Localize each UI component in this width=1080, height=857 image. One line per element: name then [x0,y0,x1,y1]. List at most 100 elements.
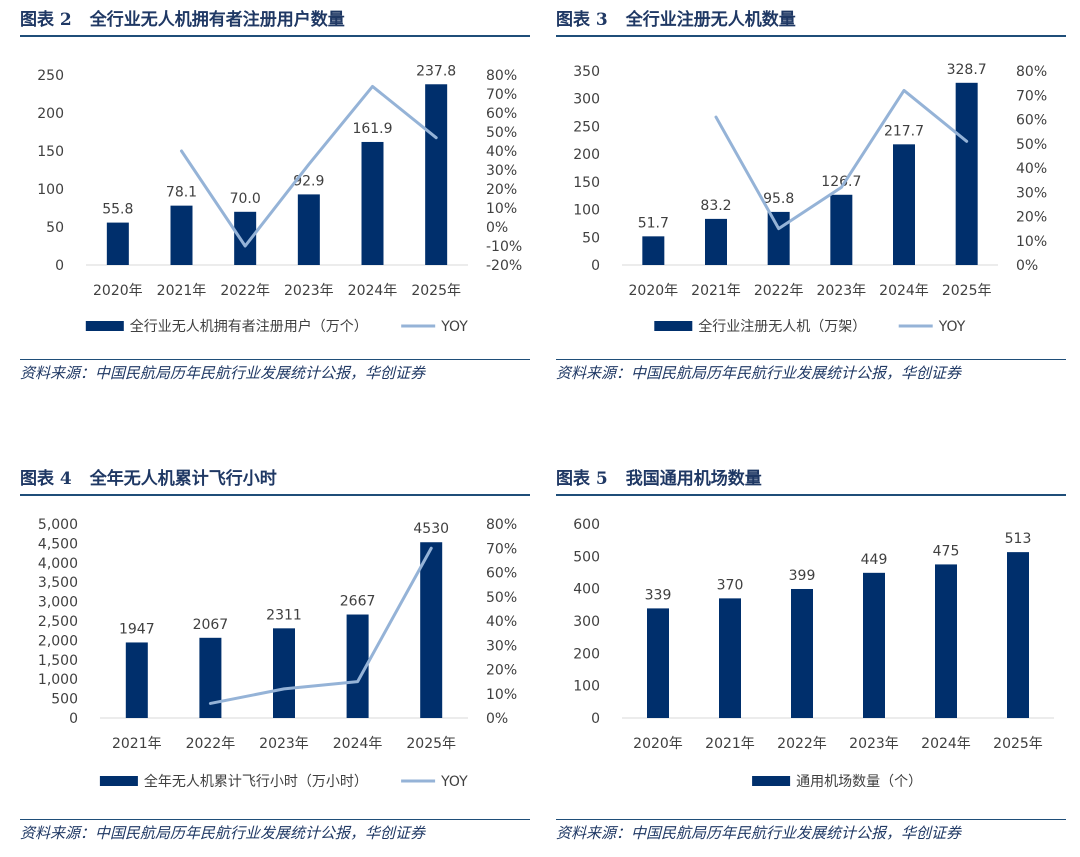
data-label: 55.8 [102,202,133,218]
figure-title-text: 全年无人机累计飞行小时 [89,469,277,489]
x-tick-label: 2023年 [817,283,867,299]
data-label: 449 [861,552,888,568]
chart: 0 50 100 150 200 250 300 350 2020年 2021年 2022年 2023… [573,62,1047,335]
y2-tick-label: 40% [1016,161,1047,177]
x-tick-label: 2024年 [879,283,929,299]
bar [361,141,384,265]
bar [125,642,148,718]
y2-tick-label: 80% [486,517,517,533]
y2-tick-label: 0% [486,711,508,727]
legend-swatch-bar [752,776,791,786]
x-tick-label: 2022年 [777,736,827,752]
y-tick-label: 4,000 [38,556,78,572]
data-label: 2667 [340,594,376,610]
y2-tick-label: 30% [1016,185,1047,201]
y-tick-label: 150 [573,175,600,191]
y-tick-label: 1,500 [38,653,78,669]
bar [647,608,669,718]
y2-tick-label: 30% [486,163,517,179]
chart: 0 50 100 150 200 250 2020年 2021年 2022年 2023年 2024年… [37,63,522,335]
data-label: 237.8 [416,63,456,79]
y2-tick-label: 50% [486,125,517,141]
data-label: 4530 [413,521,449,537]
bar [234,211,257,265]
y2-tick-label: 60% [486,566,517,582]
x-tick-label: 2021年 [691,283,741,299]
figure-panel: 图表 4 全年无人机累计飞行小时 0 500 1,000 1,500 2,000 2,500… [20,464,530,854]
y2-tick-label: 0% [486,220,508,236]
y2-tick-label: 40% [486,144,517,160]
y-tick-label: 0 [591,711,600,727]
chart: 0 500 1,000 1,500 2,000 2,500 3,000 3,500 4,000 4… [38,517,517,790]
y2-tick-label: -10% [486,239,522,255]
x-tick-label: 2024年 [348,283,398,299]
y-tick-label: 100 [573,203,600,219]
y2-tick-label: 10% [1016,234,1047,250]
data-label: 2311 [266,607,302,623]
y-tick-label: 500 [573,549,600,565]
y-tick-label: 2,500 [38,614,78,630]
legend-label: YOY [440,774,468,790]
figure-title: 图表 4 全年无人机累计飞行小时 [20,464,530,496]
yoy-line [208,546,433,705]
bar [346,614,369,718]
bar [705,218,727,265]
x-tick-label: 2020年 [633,736,683,752]
bar [170,205,193,265]
yoy-line [714,88,969,231]
data-label: 161.9 [352,121,392,137]
figure-title-text: 全行业无人机拥有者注册用户数量 [89,10,345,30]
y2-tick-label: 20% [1016,210,1047,226]
y2-tick-label: 20% [486,663,517,679]
x-tick-label: 2020年 [629,283,679,299]
y-tick-label: 100 [37,182,64,198]
y-tick-label: 200 [573,646,600,662]
y-tick-label: 250 [37,68,64,84]
figure-title-text: 我国通用机场数量 [625,469,762,489]
x-tick-label: 2020年 [93,283,143,299]
data-label: 78.1 [166,185,197,201]
y-tick-label: 50 [582,230,600,246]
y2-tick-label: 10% [486,201,517,217]
y-tick-label: 200 [37,106,64,122]
figure-panel: 图表 3 全行业注册无人机数量 0 50 100 150 200 250 300 350 2020… [556,5,1066,395]
figure-number: 图表 5 [556,469,608,489]
bar [273,628,295,718]
legend-label: YOY [440,319,468,335]
bar [955,82,978,265]
y-tick-label: 500 [51,692,78,708]
y2-tick-label: 10% [486,687,517,703]
y-tick-label: 3,500 [38,575,78,591]
y2-tick-label: 30% [486,638,517,654]
bar [719,598,741,718]
y2-tick-label: 40% [486,614,517,630]
x-tick-label: 2025年 [406,736,456,752]
y-tick-label: 200 [573,147,600,163]
yoy-line [180,84,438,248]
bar [425,84,448,265]
data-label: 370 [717,577,744,593]
data-label: 126.7 [821,174,861,190]
y2-tick-label: 50% [1016,137,1047,153]
bar [297,194,320,265]
x-tick-label: 2023年 [259,736,309,752]
bar [935,564,957,718]
x-tick-label: 2024年 [921,736,971,752]
legend-label: YOY [938,319,966,335]
y2-tick-label: 60% [486,106,517,122]
y-tick-label: 1,000 [38,672,78,688]
bar [893,144,915,265]
y2-tick-label: 80% [1016,64,1047,80]
legend-label: 全行业注册无人机（万架） [698,318,866,335]
data-label: 399 [789,568,816,584]
data-label: 70.0 [230,191,261,207]
y-tick-label: 100 [573,679,600,695]
legend-swatch-bar [654,321,693,331]
bar [863,572,885,718]
y-tick-label: 0 [591,258,600,274]
data-label: 2067 [193,617,229,633]
figure-number: 图表 2 [20,10,72,30]
figure-number: 图表 4 [20,469,72,489]
source-note: 资料来源：中国民航局历年民航行业发展统计公报，华创证券 [556,359,1066,386]
bar [830,194,853,265]
